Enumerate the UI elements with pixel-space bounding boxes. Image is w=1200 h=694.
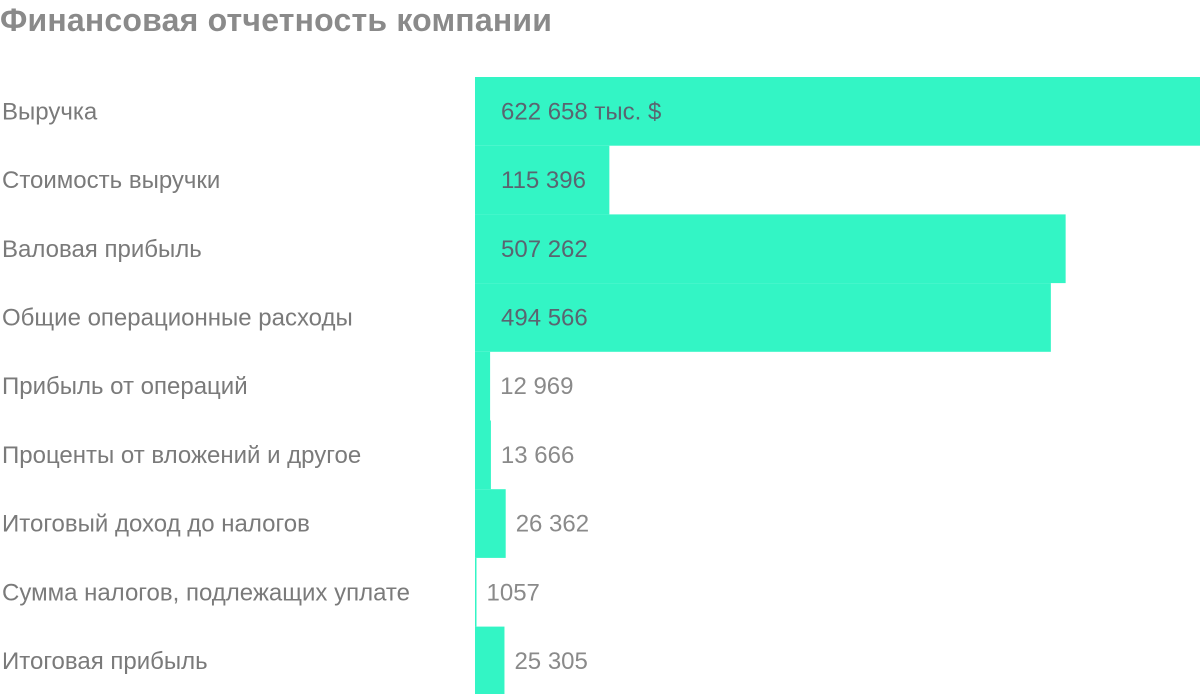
category-labels-group: Выручка Стоимость выручки Валовая прибыль О… bbox=[2, 98, 410, 675]
bars-group bbox=[475, 77, 1200, 694]
value-label: 26 362 bbox=[516, 511, 589, 538]
bar-1 bbox=[475, 77, 1200, 146]
category-label: Выручка bbox=[2, 98, 98, 125]
value-label: 622 658 тыс. $ bbox=[501, 98, 661, 125]
value-label: 494 566 bbox=[501, 304, 588, 331]
value-label: 507 262 bbox=[501, 236, 588, 263]
bar-3 bbox=[475, 214, 1066, 284]
value-labels-group: 622 658 тыс. $ 115 396 507 262 494 566 12 96… bbox=[487, 98, 662, 675]
value-label: 12 969 bbox=[500, 373, 573, 400]
bar-5 bbox=[475, 351, 491, 421]
bar-6 bbox=[475, 420, 491, 490]
value-label: 1057 bbox=[487, 579, 540, 606]
category-label: Стоимость выручки bbox=[2, 167, 220, 194]
value-label: 115 396 bbox=[501, 167, 586, 194]
category-label: Итоговый доход до налогов bbox=[2, 511, 310, 538]
value-label: 25 305 bbox=[514, 648, 587, 675]
bar-2 bbox=[475, 145, 610, 215]
value-label: 13 666 bbox=[501, 442, 574, 469]
bar-8 bbox=[475, 557, 477, 627]
category-label: Сумма налогов, подлежащих уплате bbox=[2, 579, 410, 606]
chart-title: Финансовая отчетность компании bbox=[0, 2, 553, 38]
bar-7 bbox=[475, 489, 506, 558]
category-label: Проценты от вложений и другое bbox=[2, 442, 361, 469]
category-label: Прибыль от операций bbox=[2, 373, 248, 400]
bar-9 bbox=[475, 626, 505, 694]
category-label: Валовая прибыль bbox=[2, 236, 202, 263]
category-label: Общие операционные расходы bbox=[2, 304, 353, 331]
category-label: Итоговая прибыль bbox=[2, 648, 208, 675]
bar-4 bbox=[475, 283, 1051, 352]
